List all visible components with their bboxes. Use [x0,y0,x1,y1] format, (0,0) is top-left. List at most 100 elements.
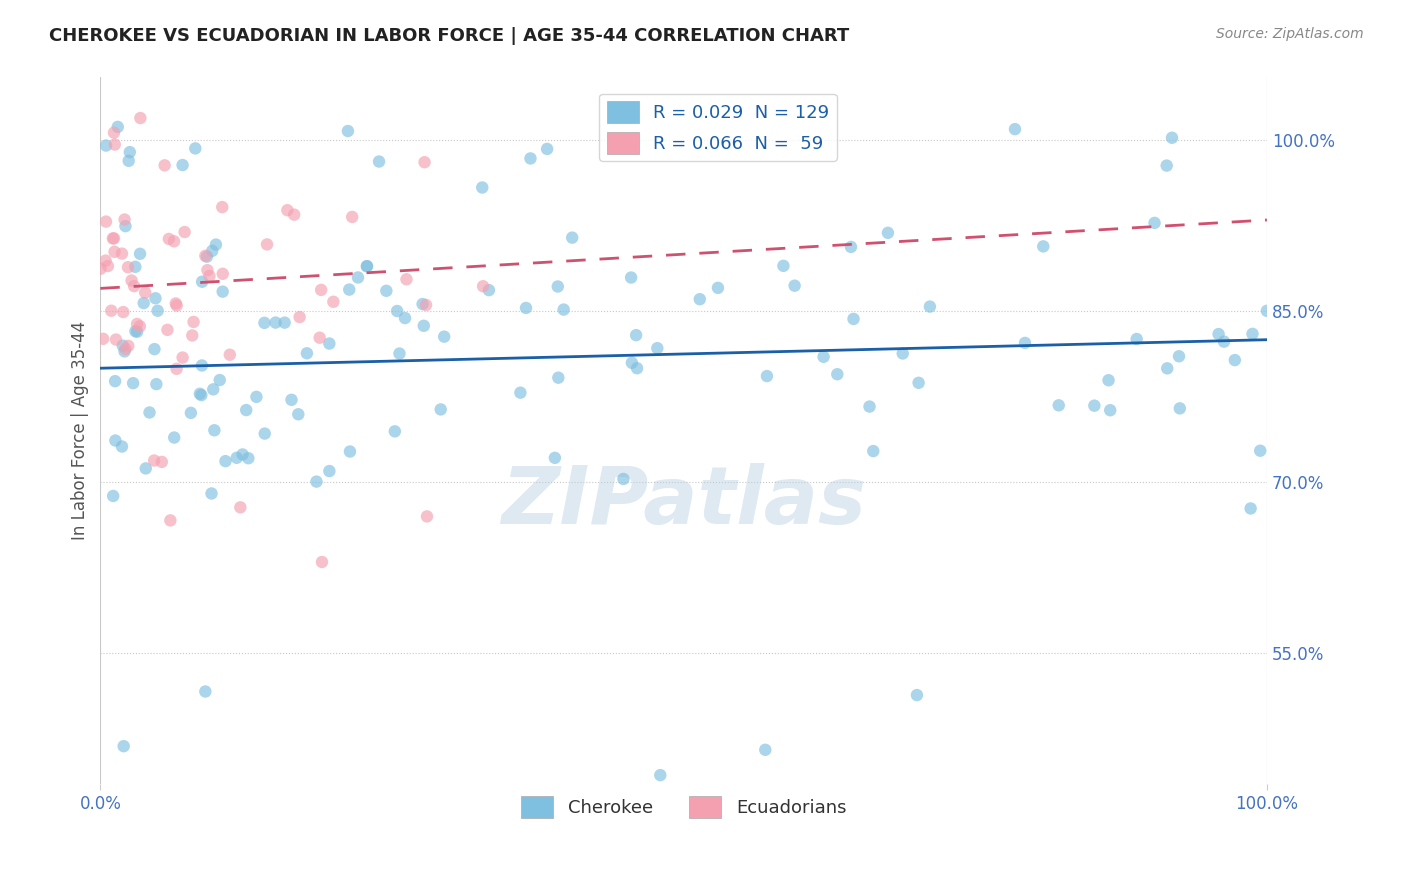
Point [336,124,359,138]
Point [368,154,391,169]
Point [519,152,541,166]
Point [188,386,211,401]
Point [339,444,361,458]
Point [755,369,778,384]
Y-axis label: In Labor Force | Age 35-44: In Labor Force | Age 35-44 [72,321,89,541]
Point [273,316,295,330]
Point [295,346,318,360]
Point [509,385,531,400]
Point [612,472,634,486]
Point [214,454,236,468]
Point [121,273,143,287]
Point [337,283,360,297]
Point [111,338,134,352]
Point [156,323,179,337]
Point [238,451,260,466]
Point [1125,332,1147,346]
Point [318,464,340,478]
Point [218,348,240,362]
Point [388,346,411,360]
Point [197,263,219,277]
Point [433,329,456,343]
Point [134,285,156,300]
Point [194,249,217,263]
Point [347,270,370,285]
Point [103,244,125,259]
Point [166,299,188,313]
Text: Source: ZipAtlas.com: Source: ZipAtlas.com [1216,27,1364,41]
Point [1143,216,1166,230]
Point [232,447,254,461]
Point [191,275,214,289]
Point [891,346,914,360]
Point [159,513,181,527]
Point [181,328,204,343]
Point [112,739,135,754]
Point [1223,353,1246,368]
Point [553,302,575,317]
Point [356,259,378,273]
Point [202,423,225,437]
Point [783,278,806,293]
Point [375,284,398,298]
Point [145,291,167,305]
Point [918,300,941,314]
Point [117,260,139,275]
Point [256,237,278,252]
Point [211,285,233,299]
Point [305,475,328,489]
Point [626,361,648,376]
Point [127,325,149,339]
Point [862,444,884,458]
Point [309,283,332,297]
Point [478,283,501,297]
Text: ZIPatlas: ZIPatlas [501,463,866,541]
Point [384,425,406,439]
Point [145,377,167,392]
Point [201,244,224,258]
Point [101,231,124,245]
Point [118,145,141,160]
Point [1249,443,1271,458]
Point [211,267,233,281]
Point [1239,501,1261,516]
Point [124,324,146,338]
Point [117,339,139,353]
Point [471,180,494,194]
Point [253,426,276,441]
Point [163,431,186,445]
Point [122,279,145,293]
Point [198,268,221,283]
Point [905,688,928,702]
Point [128,319,150,334]
Point [180,406,202,420]
Point [689,292,711,306]
Point [157,232,180,246]
Point [118,153,141,168]
Point [208,373,231,387]
Point [143,453,166,467]
Point [1156,361,1178,376]
Point [813,350,835,364]
Point [143,342,166,356]
Point [202,382,225,396]
Point [235,403,257,417]
Point [356,259,378,273]
Point [225,450,247,465]
Point [415,298,437,312]
Point [650,768,672,782]
Point [647,341,669,355]
Point [104,374,127,388]
Point [94,214,117,228]
Point [264,316,287,330]
Point [1032,239,1054,253]
Point [94,253,117,268]
Point [858,400,880,414]
Point [1099,403,1122,417]
Point [276,203,298,218]
Point [1168,349,1191,363]
Point [97,259,120,273]
Point [112,305,135,319]
Point [308,331,330,345]
Point [620,356,643,370]
